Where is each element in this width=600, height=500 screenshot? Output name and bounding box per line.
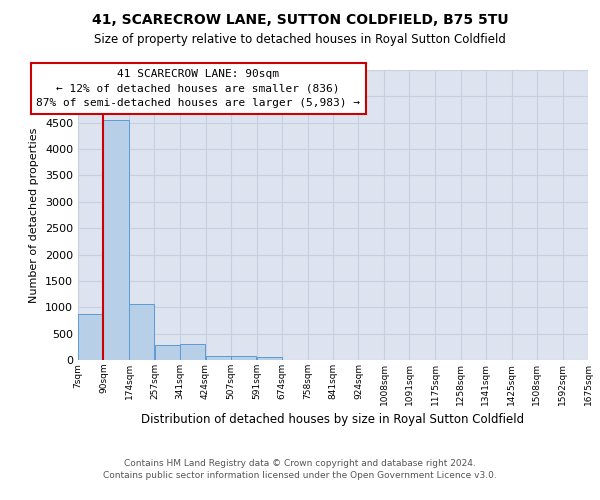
Bar: [155, 344, 180, 360]
Bar: [103, 120, 128, 360]
Text: 41, SCARECROW LANE, SUTTON COLDFIELD, B75 5TU: 41, SCARECROW LANE, SUTTON COLDFIELD, B7…: [92, 12, 508, 26]
Bar: [180, 344, 205, 360]
Text: 41 SCARECROW LANE: 90sqm
← 12% of detached houses are smaller (836)
87% of semi-: 41 SCARECROW LANE: 90sqm ← 12% of detach…: [36, 68, 360, 108]
Bar: [231, 356, 256, 360]
Bar: [206, 356, 231, 360]
Bar: [257, 357, 282, 360]
Bar: [78, 314, 103, 360]
Bar: [129, 304, 154, 360]
Text: Size of property relative to detached houses in Royal Sutton Coldfield: Size of property relative to detached ho…: [94, 32, 506, 46]
Y-axis label: Number of detached properties: Number of detached properties: [29, 128, 40, 302]
Text: Contains HM Land Registry data © Crown copyright and database right 2024.
Contai: Contains HM Land Registry data © Crown c…: [103, 458, 497, 480]
Text: Distribution of detached houses by size in Royal Sutton Coldfield: Distribution of detached houses by size …: [142, 412, 524, 426]
